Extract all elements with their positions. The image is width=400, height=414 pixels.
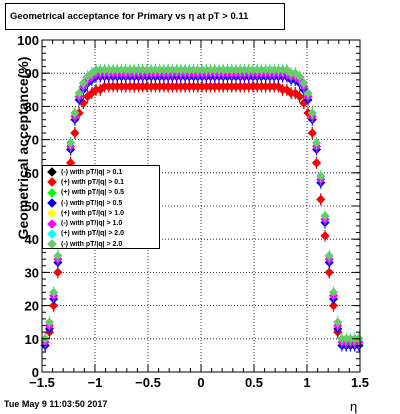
legend-marker-icon — [47, 198, 57, 208]
legend-marker-icon — [47, 229, 57, 239]
legend: (-) with pT/|q| > 0.1 (+) with pT/|q| > 0… — [42, 165, 160, 250]
x-tick-label: 1 — [303, 375, 310, 390]
data-point — [49, 287, 59, 297]
data-point — [312, 158, 322, 168]
legend-marker-icon — [47, 239, 57, 250]
data-point — [324, 267, 334, 277]
legend-label: (+) with pT/|q| > 2.0 — [61, 230, 125, 238]
data-point — [324, 251, 334, 261]
data-point — [312, 138, 322, 148]
legend-entry: (-) with pT/|q| > 0.5 — [43, 198, 159, 208]
data-point — [303, 88, 313, 98]
y-tick-label: 90 — [25, 66, 39, 81]
data-point — [316, 194, 326, 204]
data-point — [316, 171, 326, 181]
legend-label: (+) with pT/|q| > 0.1 — [61, 178, 125, 186]
legend-entry: (-) with pT/|q| > 2.0 — [43, 239, 159, 250]
y-tick-label: 50 — [25, 199, 39, 214]
data-point — [74, 88, 84, 98]
data-point — [78, 78, 88, 88]
data-point — [307, 128, 317, 138]
data-point — [320, 231, 330, 241]
legend-label: (-) with pT/|q| > 2.0 — [61, 240, 123, 248]
data-point — [70, 128, 80, 138]
legend-entry: (-) with pT/|q| > 0.1 — [43, 167, 159, 177]
data-point — [295, 91, 305, 101]
timestamp: Tue May 9 11:03:50 2017 — [4, 399, 108, 409]
data-point — [66, 138, 76, 148]
x-tick-label: 0 — [197, 375, 204, 390]
y-tick-label: 60 — [25, 166, 39, 181]
data-point — [320, 211, 330, 221]
data-point — [70, 108, 80, 118]
y-tick-label: 20 — [25, 299, 39, 314]
data-point — [53, 267, 63, 277]
x-axis-label: η — [350, 399, 358, 414]
data-point — [333, 317, 343, 327]
y-tick-label: 100 — [17, 33, 39, 48]
legend-entry: (+) with pT/|q| > 2.0 — [43, 229, 159, 239]
chart-title: Geometrical acceptance for Primary vs η … — [5, 3, 285, 30]
x-tick-label: −1 — [88, 375, 103, 390]
data-point — [307, 108, 317, 118]
y-tick-label: 80 — [25, 99, 39, 114]
y-tick-label: 0 — [32, 365, 39, 380]
x-tick-label: −1.5 — [29, 375, 55, 390]
data-point — [299, 78, 309, 88]
legend-entry: (+) with pT/|q| > 0.5 — [43, 187, 159, 198]
legend-marker-icon — [47, 167, 57, 177]
data-point — [53, 251, 63, 261]
legend-entry: (+) with pT/|q| > 0.1 — [43, 177, 159, 188]
legend-entry: (-) with pT/|q| > 1.0 — [43, 218, 159, 229]
data-point — [295, 72, 305, 82]
y-tick-label: 70 — [25, 133, 39, 148]
data-point — [44, 317, 54, 327]
y-axis-label: Geometrical acceptance(%) — [15, 56, 31, 240]
x-tick-label: 0.5 — [245, 375, 263, 390]
legend-marker-icon — [47, 208, 57, 219]
legend-label: (-) with pT/|q| > 0.1 — [61, 168, 123, 176]
legend-marker-icon — [47, 187, 57, 198]
y-tick-label: 30 — [25, 265, 39, 280]
legend-entry: (+) with pT/|q| > 1.0 — [43, 208, 159, 219]
data-point — [49, 301, 59, 311]
x-tick-label: −0.5 — [135, 375, 161, 390]
y-tick-label: 40 — [25, 232, 39, 247]
legend-marker-icon — [47, 218, 57, 229]
data-point — [329, 287, 338, 297]
data-points — [40, 63, 364, 352]
data-point — [329, 301, 338, 311]
x-tick-label: 1.5 — [351, 375, 369, 390]
legend-label: (+) with pT/|q| > 1.0 — [61, 209, 125, 217]
y-tick-label: 10 — [25, 332, 39, 347]
legend-marker-icon — [47, 177, 57, 188]
legend-label: (+) with pT/|q| > 0.5 — [61, 189, 125, 197]
legend-label: (-) with pT/|q| > 1.0 — [61, 220, 123, 228]
legend-label: (-) with pT/|q| > 0.5 — [61, 199, 123, 207]
